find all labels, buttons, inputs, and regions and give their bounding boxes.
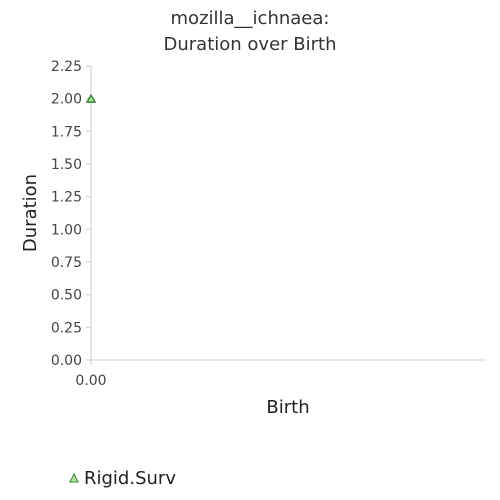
y-tick-label: 1.25 [51, 190, 82, 206]
x-axis-label: Birth [266, 397, 309, 418]
y-axis-label: Duration [20, 174, 41, 252]
data-point-0-0 [85, 93, 97, 103]
y-axis-ticks: 0.00 0.25 0.50 0.75 1.00 1.25 1.50 1.75 2.00 2.25 [51, 59, 91, 369]
y-tick-label: 1.00 [51, 222, 82, 238]
legend-marker-triangle [69, 472, 79, 483]
chart-title-line2: Duration over Birth [164, 34, 337, 55]
y-tick-label: 1.75 [51, 124, 82, 140]
y-tick-label: 2.25 [51, 59, 82, 75]
data-points [85, 93, 97, 103]
y-tick-label: 0.50 [51, 288, 82, 304]
legend: Rigid.Surv [69, 468, 176, 489]
y-tick-label: 0.75 [51, 255, 82, 271]
y-tick-label: 1.50 [51, 157, 82, 173]
x-axis-ticks: 0.00 [75, 360, 107, 389]
y-tick-label: 2.00 [51, 92, 82, 108]
y-tick-label: 0.25 [51, 320, 82, 336]
legend-label: Rigid.Surv [84, 468, 176, 489]
y-tick-label: 0.00 [51, 353, 82, 369]
x-tick-label: 0.00 [75, 373, 106, 389]
chart-title-line1: mozilla__ichnaea: [171, 8, 330, 29]
